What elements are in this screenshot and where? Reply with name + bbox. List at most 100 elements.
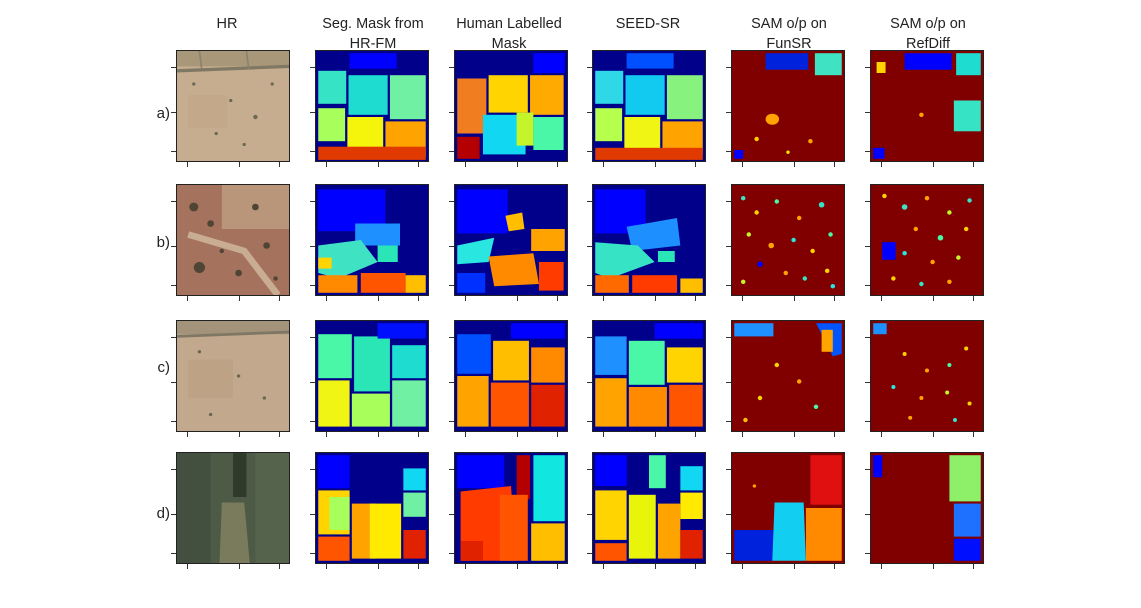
axis-tick (417, 432, 419, 437)
axis-tick (742, 432, 744, 437)
axis-tick (449, 66, 454, 68)
axis-tick (726, 245, 731, 247)
axis-tick (726, 420, 731, 422)
axis-tick (932, 162, 934, 167)
column-header-sam-refdiff: SAM o/p on RefDiff (890, 16, 966, 52)
column-header-human-mask: Human Labelled Mask (456, 16, 562, 52)
human-mask-b (454, 184, 568, 296)
hrfm-mask-b (315, 184, 429, 296)
axis-tick (556, 162, 558, 167)
axis-tick (603, 432, 605, 437)
axis-tick (516, 296, 518, 301)
axis-tick (587, 111, 592, 113)
hrfm-mask-c (315, 320, 429, 432)
human-mask-c (454, 320, 568, 432)
seed-sr-d (592, 452, 706, 564)
axis-tick (865, 150, 870, 152)
axis-tick (326, 162, 328, 167)
axis-tick (587, 381, 592, 383)
axis-tick (932, 564, 934, 569)
axis-tick (187, 296, 189, 301)
hr-image-c (176, 320, 290, 432)
axis-tick (187, 564, 189, 569)
axis-tick (326, 296, 328, 301)
axis-tick (742, 162, 744, 167)
axis-tick (932, 432, 934, 437)
axis-tick (449, 381, 454, 383)
axis-tick (881, 432, 883, 437)
axis-tick (726, 66, 731, 68)
axis-tick (516, 432, 518, 437)
seed-sr-c (592, 320, 706, 432)
axis-tick (449, 420, 454, 422)
axis-tick (694, 564, 696, 569)
column-header-hrfm-mask: Seg. Mask from HR-FM (322, 16, 424, 52)
axis-tick (726, 552, 731, 554)
sam-funsr-c (731, 320, 845, 432)
sam-refdiff-b (870, 184, 984, 296)
axis-tick (310, 284, 315, 286)
axis-tick (793, 564, 795, 569)
axis-tick (171, 420, 176, 422)
row-label-a: a) (156, 105, 170, 122)
hr-image-a (176, 50, 290, 162)
axis-tick (833, 564, 835, 569)
axis-tick (310, 200, 315, 202)
axis-tick (171, 336, 176, 338)
axis-tick (238, 564, 240, 569)
axis-tick (587, 513, 592, 515)
axis-tick (310, 420, 315, 422)
axis-tick (972, 162, 974, 167)
axis-tick (516, 162, 518, 167)
axis-tick (865, 420, 870, 422)
sam-funsr-b (731, 184, 845, 296)
axis-tick (587, 66, 592, 68)
axis-tick (726, 468, 731, 470)
axis-tick (449, 552, 454, 554)
axis-tick (377, 432, 379, 437)
axis-tick (726, 284, 731, 286)
axis-tick (310, 336, 315, 338)
axis-tick (310, 111, 315, 113)
axis-tick (417, 564, 419, 569)
axis-tick (171, 468, 176, 470)
axis-tick (726, 150, 731, 152)
axis-tick (171, 200, 176, 202)
axis-tick (187, 162, 189, 167)
axis-tick (932, 296, 934, 301)
axis-tick (171, 150, 176, 152)
column-header-sam-funsr: SAM o/p on FunSR (751, 16, 827, 52)
axis-tick (377, 564, 379, 569)
axis-tick (310, 66, 315, 68)
row-label-b: b) (156, 234, 170, 251)
axis-tick (726, 513, 731, 515)
axis-tick (310, 513, 315, 515)
axis-tick (171, 245, 176, 247)
axis-tick (881, 162, 883, 167)
axis-tick (726, 111, 731, 113)
axis-tick (694, 296, 696, 301)
axis-tick (171, 284, 176, 286)
column-header-hr: HR (216, 16, 238, 32)
axis-tick (865, 468, 870, 470)
axis-tick (310, 552, 315, 554)
axis-tick (278, 432, 280, 437)
axis-tick (377, 296, 379, 301)
axis-tick (726, 200, 731, 202)
axis-tick (587, 150, 592, 152)
axis-tick (417, 296, 419, 301)
axis-tick (238, 432, 240, 437)
axis-tick (833, 162, 835, 167)
axis-tick (865, 66, 870, 68)
axis-tick (187, 432, 189, 437)
axis-tick (556, 432, 558, 437)
axis-tick (449, 200, 454, 202)
axis-tick (742, 564, 744, 569)
axis-tick (310, 150, 315, 152)
axis-tick (310, 468, 315, 470)
column-header-seed-sr: SEED-SR (615, 16, 681, 32)
axis-tick (654, 432, 656, 437)
axis-tick (310, 381, 315, 383)
axis-tick (449, 468, 454, 470)
axis-tick (972, 432, 974, 437)
